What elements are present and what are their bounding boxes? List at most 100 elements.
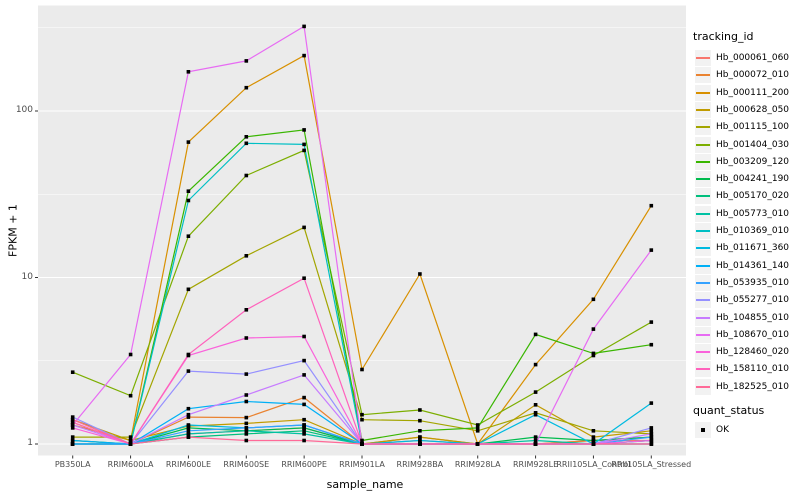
data-point-marker — [649, 203, 654, 208]
legend-label: Hb_000628_050 — [716, 104, 790, 115]
data-point-marker — [244, 85, 249, 90]
data-point-marker — [418, 418, 422, 423]
data-point-marker — [302, 402, 306, 407]
data-point-marker — [591, 435, 596, 439]
data-point-marker — [70, 423, 75, 427]
data-point-marker — [128, 352, 133, 357]
data-point-marker — [591, 429, 596, 433]
data-point-marker — [649, 432, 654, 436]
data-point-marker — [649, 442, 654, 446]
legend-label: Hb_182525_010 — [716, 381, 790, 392]
data-point-marker — [70, 438, 75, 443]
data-point-marker — [70, 435, 75, 439]
legend-key-line-icon — [695, 344, 711, 361]
data-point-marker — [186, 432, 191, 436]
data-point-marker — [70, 370, 75, 374]
data-point-marker — [186, 426, 191, 430]
legend-key-line-icon — [695, 309, 711, 326]
data-point-marker — [70, 420, 75, 425]
legend-key-line-icon — [695, 223, 711, 239]
legend-key-line-icon — [695, 171, 711, 188]
data-point-marker — [186, 435, 191, 439]
data-point-marker — [244, 399, 249, 404]
data-point-marker — [302, 423, 306, 427]
data-point-marker — [302, 395, 306, 400]
data-point-marker — [649, 429, 654, 433]
legend-label: Hb_010369_010 — [716, 226, 790, 236]
data-point-marker — [244, 426, 249, 430]
data-point-marker — [244, 59, 249, 63]
data-point-marker — [649, 248, 654, 252]
data-point-marker — [186, 234, 191, 238]
data-point-marker — [533, 435, 538, 439]
data-point-marker — [360, 412, 364, 417]
legend-label: Hb_011671_360 — [716, 243, 790, 254]
legend-key-line-icon — [695, 119, 711, 136]
data-point-marker — [649, 401, 654, 405]
legend-label: Hb_004241_190 — [716, 174, 790, 185]
y-axis-title: FPKM + 1 — [6, 204, 20, 257]
legend-label: Hb_158110_010 — [716, 364, 790, 375]
x-tick-label-RRIM600LA: RRIM600LA — [107, 460, 154, 469]
legend-label: Hb_055277_010 — [716, 295, 790, 306]
data-point-marker — [244, 438, 249, 443]
legend-title-tracking-id: tracking_id — [693, 30, 754, 43]
data-point-marker — [70, 415, 75, 419]
legend-key-line-icon — [695, 50, 711, 66]
data-point-marker — [360, 438, 364, 443]
legend-key-line-icon — [695, 257, 711, 274]
legend-label: Hb_005773_010 — [716, 208, 790, 219]
legend-label: Hb_001404_030 — [716, 139, 790, 150]
x-tick-label-RRIM901LA: RRIM901LA — [339, 460, 385, 469]
data-point-marker — [128, 438, 133, 443]
y-tick-label: 10 — [21, 271, 33, 282]
legend-label: Hb_005170_020 — [716, 191, 790, 202]
data-point-marker — [128, 393, 133, 398]
legend-key-line-icon — [695, 274, 711, 291]
legend-label: Hb_104855_010 — [716, 312, 790, 323]
data-point-marker — [475, 426, 480, 430]
data-point-marker — [302, 142, 306, 147]
x-tick-label-RRIM600LE: RRIM600LE — [165, 460, 212, 469]
data-point-marker — [302, 128, 306, 132]
data-point-marker — [475, 423, 480, 427]
data-point-marker — [186, 70, 191, 74]
legend-label: Hb_000061_060 — [716, 53, 790, 63]
data-point-marker — [302, 358, 306, 363]
data-point-marker — [302, 276, 306, 280]
y-tick-label: 100 — [15, 105, 33, 115]
data-point-marker — [186, 423, 191, 427]
data-point-marker — [186, 406, 191, 411]
data-point-marker — [186, 415, 191, 419]
data-point-marker — [244, 141, 249, 146]
data-point-marker — [302, 373, 306, 377]
legend-key-line-icon — [695, 240, 711, 257]
data-point-marker — [302, 334, 306, 339]
data-point-marker — [418, 442, 422, 446]
data-point-marker — [186, 369, 191, 373]
legend-label: Hb_003209_120 — [716, 156, 790, 167]
x-tick-label-RRIM928BA: RRIM928BA — [396, 460, 444, 469]
data-point-marker — [418, 272, 422, 276]
data-point-marker — [186, 412, 191, 417]
legend-key-line-icon — [695, 136, 711, 153]
data-point-marker — [244, 393, 249, 397]
x-tick-label-RRIM600SE: RRIM600SE — [223, 460, 270, 469]
legend-label: Hb_000111_200 — [716, 87, 790, 98]
data-point-marker — [186, 140, 191, 144]
legend-label: Hb_108670_010 — [716, 329, 790, 340]
data-point-marker — [186, 189, 191, 193]
data-point-marker — [244, 432, 249, 436]
legend-key-line-icon — [695, 67, 711, 84]
data-point-marker — [533, 412, 538, 417]
data-point-marker — [186, 352, 191, 357]
x-tick-label-RRII105LA_Stressed: RRII105LA_Stressed — [611, 460, 692, 469]
data-point-marker — [128, 435, 133, 439]
data-point-marker — [475, 429, 480, 433]
legend-key-line-icon — [695, 292, 711, 309]
legend-label: Hb_128460_020 — [716, 347, 790, 358]
data-point-marker — [302, 417, 306, 422]
y-tick-label: 1 — [27, 438, 33, 448]
